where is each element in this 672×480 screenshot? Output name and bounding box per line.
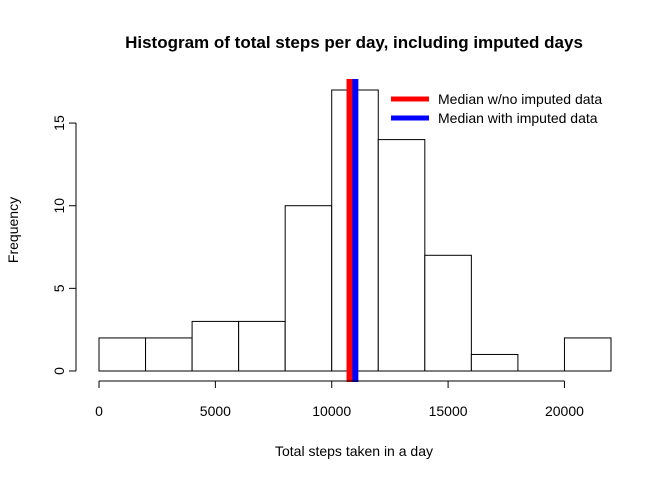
y-axis-label: Frequency [5, 197, 21, 263]
y-tick-label-1: 5 [51, 284, 67, 292]
histogram-bar-0 [98, 337, 147, 372]
chart-title: Histogram of total steps per day, includ… [125, 33, 583, 52]
y-tick-label-3: 15 [51, 115, 67, 131]
histogram-bar-3 [238, 320, 286, 372]
legend: Median w/no imputed data Median with impu… [391, 91, 602, 126]
y-axis: 0 5 10 15 [51, 115, 77, 375]
x-tick-label-0: 0 [95, 403, 103, 419]
x-tick-label-2: 10000 [312, 403, 351, 419]
histogram-bar-1 [145, 337, 193, 372]
histogram-bar-7 [424, 254, 472, 372]
x-tick-label-3: 15000 [429, 403, 468, 419]
x-axis-label: Total steps taken in a day [275, 443, 433, 459]
median-lines-group [346, 79, 359, 382]
histogram-bar-6 [377, 139, 426, 372]
legend-label-0: Median w/no imputed data [438, 91, 602, 107]
histogram-bar-8 [470, 353, 519, 372]
y-tick-label-2: 10 [51, 198, 67, 214]
histogram-bar-10 [563, 337, 612, 372]
x-axis: 0 5000 10000 15000 20000 [95, 380, 584, 419]
x-tick-label-1: 5000 [200, 403, 231, 419]
y-tick-label-0: 0 [51, 367, 67, 375]
histogram-bar-4 [284, 205, 333, 372]
x-tick-label-4: 20000 [545, 403, 584, 419]
legend-label-1: Median with imputed data [438, 110, 598, 126]
histogram-bar-2 [191, 320, 240, 372]
